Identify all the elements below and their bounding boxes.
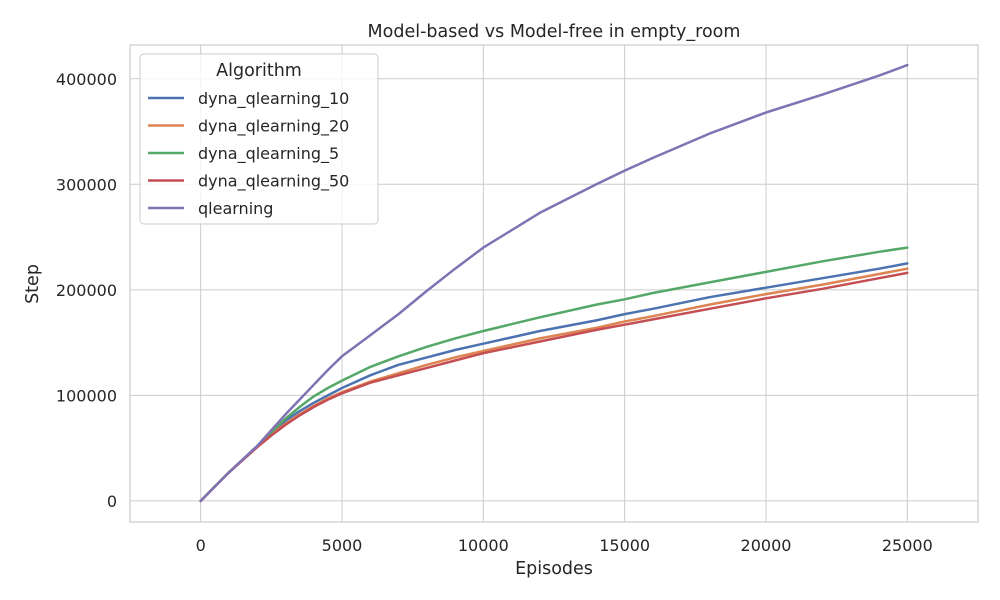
legend-label: dyna_qlearning_50 — [198, 172, 349, 192]
x-tick-label: 5000 — [322, 536, 363, 555]
series-line-dyna-qlearning-50 — [199, 271, 909, 503]
legend-label: qlearning — [198, 199, 273, 218]
axes-spine — [129, 44, 979, 523]
x-tick-label: 10000 — [458, 536, 509, 555]
y-tick-label: 200000 — [56, 281, 117, 300]
axes-frame — [129, 44, 979, 523]
y-tick-label: 300000 — [56, 175, 117, 194]
series-line-qlearning — [199, 63, 909, 503]
y-tick-label: 400000 — [56, 70, 117, 89]
x-tick-label: 25000 — [882, 536, 933, 555]
x-tick-label: 0 — [196, 536, 206, 555]
y-tick-label: 0 — [107, 492, 117, 511]
grid — [130, 45, 978, 522]
chart-title: Model-based vs Model-free in empty_room — [368, 22, 741, 42]
y-axis-ticks: 0 100000 200000 300000 400000 — [56, 70, 117, 511]
y-axis-label: Step — [23, 264, 43, 304]
series-lines — [199, 63, 909, 503]
y-tick-label: 100000 — [56, 386, 117, 405]
series-line-dyna-qlearning-10 — [199, 262, 909, 503]
legend-label: dyna_qlearning_20 — [198, 117, 349, 137]
x-tick-label: 15000 — [599, 536, 650, 555]
x-axis-label: Episodes — [515, 559, 593, 579]
series-line-dyna-qlearning-5 — [199, 246, 909, 503]
x-axis-ticks: 0 5000 10000 15000 20000 25000 — [196, 536, 933, 555]
legend-title: Algorithm — [216, 61, 302, 81]
legend-box — [139, 53, 379, 225]
x-tick-label: 20000 — [741, 536, 792, 555]
legend: Algorithm dyna_qlearning_10 dyna_qlearnin… — [139, 53, 379, 225]
legend-label: dyna_qlearning_5 — [198, 144, 339, 164]
legend-label: dyna_qlearning_10 — [198, 89, 349, 109]
